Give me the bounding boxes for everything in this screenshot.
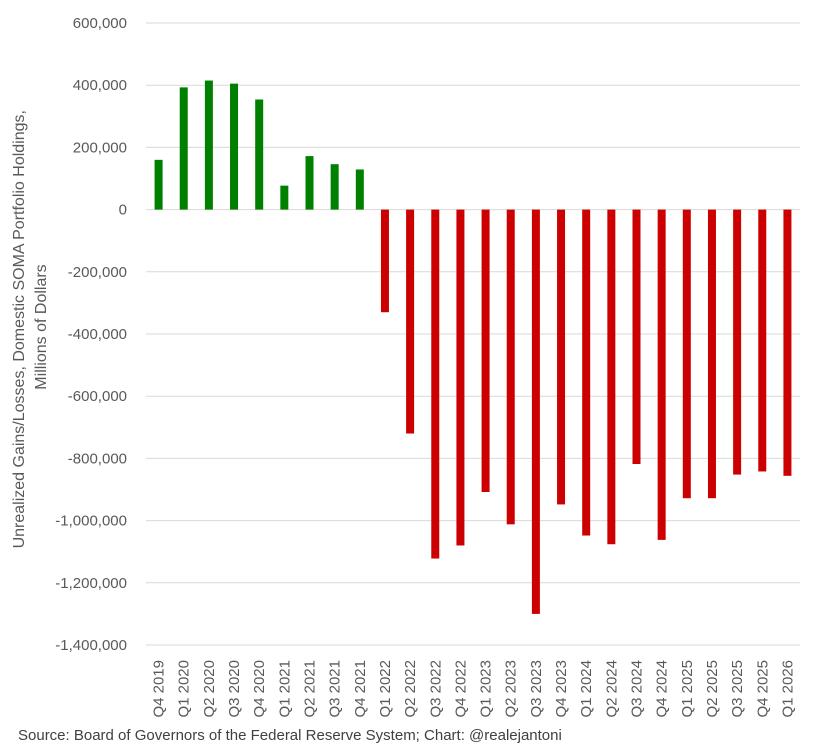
bar bbox=[632, 209, 641, 464]
bar bbox=[179, 87, 188, 210]
x-tick-label: Q2 2025 bbox=[704, 660, 721, 718]
x-tick-label: Q4 2021 bbox=[352, 660, 369, 718]
bar bbox=[380, 209, 389, 313]
x-tick-label: Q4 2022 bbox=[452, 660, 469, 718]
x-tick-label: Q3 2025 bbox=[729, 660, 746, 718]
y-tick-label: -200,000 bbox=[68, 264, 127, 281]
x-tick-label: Q1 2020 bbox=[176, 660, 193, 718]
bar bbox=[506, 209, 515, 525]
bar bbox=[431, 209, 440, 559]
bar bbox=[330, 164, 339, 210]
bar bbox=[305, 156, 314, 210]
bar bbox=[531, 209, 540, 614]
bar bbox=[406, 209, 415, 434]
x-tick-label: Q4 2019 bbox=[151, 660, 168, 718]
y-axis-title-line-2: Millions of Dollars bbox=[33, 264, 50, 389]
bar bbox=[582, 209, 591, 536]
bar bbox=[657, 209, 666, 540]
y-tick-label: 600,000 bbox=[73, 15, 127, 32]
y-tick-label: 400,000 bbox=[73, 77, 127, 94]
bars bbox=[154, 80, 792, 614]
x-tick-label: Q4 2023 bbox=[553, 660, 570, 718]
x-tick-label: Q3 2022 bbox=[427, 660, 444, 718]
x-tick-label: Q4 2024 bbox=[654, 660, 671, 718]
bar bbox=[456, 209, 465, 546]
bar bbox=[707, 209, 716, 499]
y-tick-label: -1,400,000 bbox=[55, 637, 127, 654]
x-tick-label: Q4 2025 bbox=[754, 660, 771, 718]
x-tick-label: Q1 2025 bbox=[679, 660, 696, 718]
x-tick-label: Q1 2024 bbox=[578, 660, 595, 718]
x-tick-label: Q3 2024 bbox=[629, 660, 646, 718]
bar bbox=[280, 185, 289, 210]
grid-lines bbox=[146, 22, 800, 646]
y-tick-labels: 600,000 400,000 200,000 0 -200,000 -400,000 -6… bbox=[55, 15, 127, 654]
x-tick-label: Q1 2021 bbox=[276, 660, 293, 718]
x-tick-label: Q1 2023 bbox=[478, 660, 495, 718]
y-axis-title-line-1: Unrealized Gains/Losses, Domestic SOMA P… bbox=[11, 110, 28, 548]
bar bbox=[230, 83, 239, 210]
bar bbox=[783, 209, 792, 476]
y-tick-label: -800,000 bbox=[68, 450, 127, 467]
bar bbox=[607, 209, 616, 545]
x-tick-label: Q2 2020 bbox=[201, 660, 218, 718]
y-tick-label: -1,200,000 bbox=[55, 575, 127, 592]
bar bbox=[204, 80, 213, 210]
x-tick-label: Q2 2023 bbox=[503, 660, 520, 718]
y-tick-label: -400,000 bbox=[68, 326, 127, 343]
x-tick-label: Q1 2026 bbox=[779, 660, 796, 718]
x-tick-label: Q3 2020 bbox=[226, 660, 243, 718]
x-tick-label: Q4 2020 bbox=[251, 660, 268, 718]
bar bbox=[682, 209, 691, 499]
bar bbox=[733, 209, 742, 475]
bar bbox=[758, 209, 767, 472]
y-tick-label: 0 bbox=[119, 202, 127, 219]
x-tick-label: Q2 2024 bbox=[603, 660, 620, 718]
y-axis-title: Unrealized Gains/Losses, Domestic SOMA P… bbox=[11, 106, 50, 549]
x-tick-label: Q2 2022 bbox=[402, 660, 419, 718]
x-tick-label: Q3 2021 bbox=[327, 660, 344, 718]
bar bbox=[481, 209, 490, 492]
source-note: Source: Board of Governors of the Federa… bbox=[18, 727, 562, 744]
bar bbox=[154, 159, 163, 210]
y-tick-label: 200,000 bbox=[73, 139, 127, 156]
y-tick-label: -600,000 bbox=[68, 388, 127, 405]
y-tick-label: -1,000,000 bbox=[55, 513, 127, 530]
x-tick-label: Q3 2023 bbox=[528, 660, 545, 718]
bar bbox=[355, 169, 364, 210]
bar bbox=[255, 99, 264, 210]
x-tick-labels: Q4 2019 Q1 2020 Q2 2020 Q3 2020 Q4 2020 Q1 20… bbox=[151, 660, 797, 718]
x-tick-label: Q1 2022 bbox=[377, 660, 394, 718]
bar bbox=[557, 209, 566, 505]
x-tick-label: Q2 2021 bbox=[302, 660, 319, 718]
